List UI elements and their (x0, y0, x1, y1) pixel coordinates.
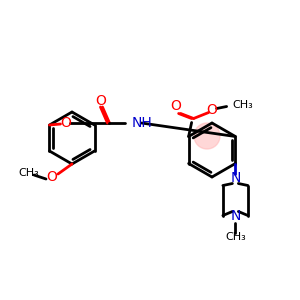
Text: CH₃: CH₃ (225, 232, 246, 242)
Text: O: O (170, 100, 181, 113)
Text: CH₃: CH₃ (232, 100, 254, 110)
Text: N: N (230, 209, 241, 224)
Text: O: O (206, 103, 217, 118)
Circle shape (194, 123, 220, 149)
Text: O: O (46, 170, 57, 184)
Text: NH: NH (131, 116, 152, 130)
Text: O: O (60, 116, 71, 130)
Text: O: O (95, 94, 106, 108)
Text: N: N (230, 172, 241, 185)
Text: CH₃: CH₃ (19, 168, 39, 178)
